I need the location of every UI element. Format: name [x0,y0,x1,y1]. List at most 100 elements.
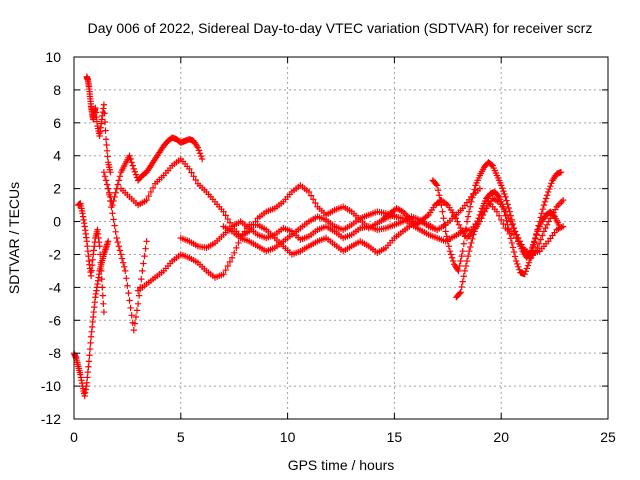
data-point [524,262,532,269]
data-point [101,173,109,180]
data-point [125,289,132,297]
data-point [465,208,473,215]
data-point [106,189,113,196]
data-point [539,232,546,239]
data-point [442,228,449,235]
data-point [449,257,457,265]
data-point [436,192,443,199]
data-point [456,290,463,297]
data-point [507,235,515,242]
data-point [467,243,474,251]
data-point [510,248,518,256]
data-point [102,127,109,134]
data-point [448,254,456,261]
data-point [461,267,469,275]
data-point [460,240,468,247]
data-point [231,249,238,257]
data-point [555,221,563,229]
data-point [115,177,123,184]
y-tick-label: 4 [53,148,61,164]
data-point [222,266,229,274]
data-point [516,238,524,245]
series-track-3 [104,185,150,334]
data-point [133,307,141,314]
data-point [541,198,549,205]
data-point [451,211,458,219]
data-point [476,185,484,192]
data-point [119,259,127,266]
data-point [502,193,509,201]
data-point [518,241,525,248]
y-tick-label: -2 [49,246,62,262]
data-point [459,247,466,255]
data-point [115,243,123,250]
data-point [132,313,140,321]
data-point [446,247,454,255]
data-point [534,244,541,252]
data-point [141,252,148,260]
data-point [224,262,231,270]
data-point [124,282,131,289]
data-point [476,218,484,225]
data-point [129,162,136,169]
data-point [131,320,139,327]
y-tick-label: -8 [49,345,62,361]
data-point [188,169,195,176]
series-track-12 [380,195,567,261]
data-point [100,300,107,308]
data-point [84,374,91,381]
data-point [498,216,505,224]
data-point [512,257,520,265]
data-point [500,220,507,228]
data-point [523,265,531,272]
x-tick-label: 0 [70,429,78,445]
data-point [127,155,134,163]
data-point [445,243,453,250]
data-point [468,198,475,205]
data-point [465,247,473,255]
data-point [468,239,475,247]
data-point [515,234,522,242]
data-point [458,252,465,260]
data-point [111,222,118,229]
data-point [104,153,111,160]
data-point [109,210,116,217]
data-point [128,159,135,166]
data-point [452,215,460,222]
data-point [535,240,543,247]
data-point [96,243,103,250]
data-point [111,193,118,201]
data-point [112,228,119,236]
data-point [454,218,461,225]
data-point [469,235,476,243]
x-tick-label: 10 [280,429,296,445]
data-point [460,273,468,280]
data-point [186,165,193,173]
data-point [84,368,92,376]
data-point [532,235,539,243]
data-point [463,257,471,265]
data-point [135,292,143,299]
data-point [463,218,471,225]
data-point [241,228,249,235]
data-point [540,201,548,209]
y-tick-label: 0 [53,214,61,230]
data-point [102,136,110,143]
data-point [505,204,512,212]
data-point [126,297,133,304]
data-point [228,254,236,261]
data-point [521,271,528,278]
data-point [118,255,126,262]
data-point [197,152,205,160]
data-point [222,212,229,219]
data-point [87,272,95,280]
data-point [500,187,507,195]
data-point [120,263,128,270]
x-tick-label: 15 [387,429,403,445]
data-point [139,267,146,275]
data-point [83,379,91,386]
data-point [101,118,109,126]
y-axis-label: SDTVAR / TECUs [6,182,22,294]
data-point [494,192,502,199]
data-point [100,308,108,316]
